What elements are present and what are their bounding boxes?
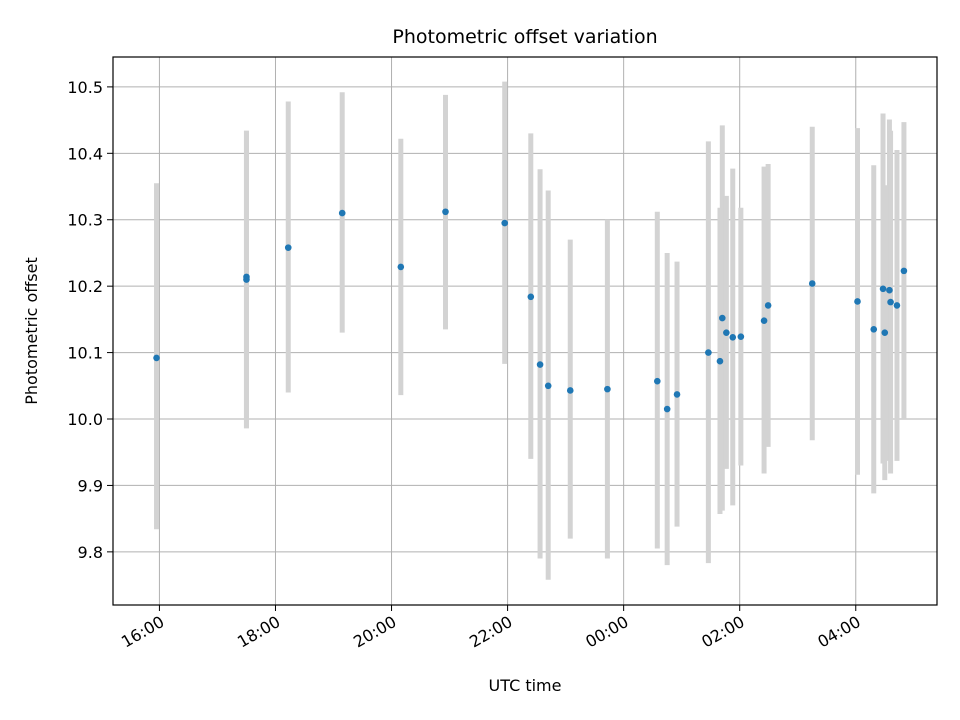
data-point [870,326,878,333]
data-point [760,317,768,325]
x-tick-label: 22:00 [466,612,515,652]
y-tick-label: 10.4 [67,144,103,163]
data-point [243,276,250,283]
data-point [893,302,901,309]
x-tick-label: 18:00 [234,612,283,652]
error-bars [154,81,907,580]
data-point [854,298,861,305]
data-point [737,333,745,340]
data-point [153,354,160,362]
y-tick-label: 10.2 [67,277,103,296]
data-point [442,208,449,216]
y-tick-label: 10.1 [67,344,103,363]
data-point [654,377,661,385]
data-point [900,267,908,275]
data-point [527,293,535,301]
data-point [663,405,671,413]
y-axis-title: Photometric offset [22,257,41,405]
data-point [764,302,772,309]
data-point [536,361,544,368]
x-axis-ticks: 16:00 18:00 20:00 22:00 00:00 02:00 04:00 [118,605,864,652]
data-point [729,334,737,341]
y-axis-ticks: 9.8 9.9 10.0 10.1 10.2 10.3 10.4 10.5 [67,78,113,562]
data-point [604,385,611,393]
x-tick-label: 02:00 [698,612,747,652]
x-tick-label: 00:00 [582,612,631,652]
y-tick-label: 9.9 [78,476,103,495]
data-point [673,391,681,398]
data-point [879,285,887,293]
chart-title: Photometric offset variation [392,26,657,48]
data-point [284,244,292,251]
x-tick-label: 04:00 [814,612,863,652]
data-point [887,298,894,306]
x-tick-label: 16:00 [118,612,167,652]
x-axis-title: UTC time [489,676,562,695]
y-tick-label: 10.3 [67,211,103,230]
data-points [153,208,908,413]
data-point [881,329,889,336]
data-point [501,219,508,227]
y-tick-label: 10.5 [67,78,103,97]
y-tick-label: 9.8 [78,543,103,562]
data-point [705,349,712,356]
data-point [723,329,730,336]
data-point [397,263,405,271]
plot-frame [112,56,938,606]
data-point [808,280,816,287]
data-point [718,314,726,322]
data-point [886,286,893,294]
data-point [338,209,346,217]
data-point [544,382,552,390]
data-point [566,387,574,394]
x-tick-label: 20:00 [350,612,399,652]
y-tick-label: 10.0 [67,410,103,429]
data-point [716,357,724,365]
